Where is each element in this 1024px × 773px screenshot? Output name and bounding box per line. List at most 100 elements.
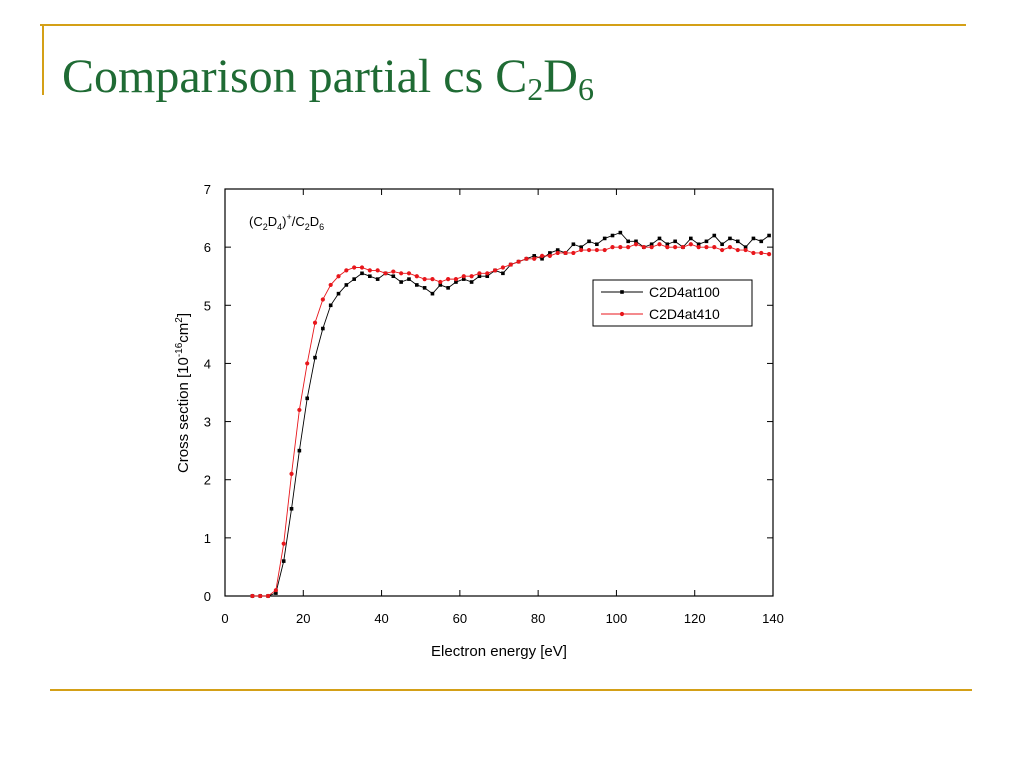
data-point bbox=[571, 242, 576, 247]
ann-sub: 2 bbox=[263, 222, 268, 232]
data-point bbox=[289, 471, 294, 476]
data-point bbox=[492, 268, 498, 273]
data-point bbox=[430, 277, 435, 282]
data-point bbox=[320, 297, 325, 302]
data-point bbox=[704, 245, 709, 250]
data-point bbox=[579, 247, 584, 253]
data-point bbox=[665, 245, 670, 250]
data-point bbox=[665, 242, 670, 247]
data-point bbox=[626, 239, 630, 244]
data-point bbox=[735, 239, 740, 244]
data-point bbox=[602, 236, 607, 241]
data-point bbox=[579, 245, 583, 249]
data-point bbox=[367, 268, 372, 273]
data-point bbox=[438, 279, 443, 285]
ann: D bbox=[268, 214, 277, 229]
data-point bbox=[555, 248, 560, 252]
data-point bbox=[336, 274, 341, 279]
ylab-sup: -16 bbox=[174, 342, 185, 357]
y-tick-label: 1 bbox=[204, 531, 211, 546]
data-point bbox=[540, 256, 544, 261]
data-point bbox=[712, 245, 717, 250]
data-point bbox=[321, 326, 325, 331]
data-point bbox=[391, 274, 396, 279]
ann: (C bbox=[249, 214, 263, 229]
data-point bbox=[539, 253, 545, 258]
data-point bbox=[328, 282, 333, 288]
data-point bbox=[336, 291, 341, 296]
data-point bbox=[407, 277, 411, 281]
data-point bbox=[368, 274, 372, 279]
ylab: Cross section [10 bbox=[175, 357, 192, 473]
data-point bbox=[477, 271, 482, 276]
data-point bbox=[312, 320, 318, 325]
data-point bbox=[618, 230, 623, 235]
data-point bbox=[602, 247, 607, 253]
data-point bbox=[399, 271, 404, 276]
data-point bbox=[743, 247, 748, 253]
data-point bbox=[594, 247, 599, 253]
ann-sup: + bbox=[286, 212, 291, 222]
data-point bbox=[414, 274, 419, 279]
data-point bbox=[751, 236, 756, 241]
data-point bbox=[383, 271, 388, 276]
x-tick-label: 120 bbox=[684, 611, 706, 626]
ann: D bbox=[310, 214, 319, 229]
legend-marker bbox=[619, 311, 625, 317]
data-point bbox=[524, 256, 529, 261]
ann: ) bbox=[282, 214, 286, 229]
y-tick-label: 3 bbox=[204, 415, 211, 430]
data-point bbox=[281, 559, 286, 563]
y-tick-label: 2 bbox=[204, 473, 211, 488]
data-point bbox=[430, 291, 435, 296]
data-point bbox=[477, 274, 482, 279]
ylab: ] bbox=[175, 313, 192, 317]
data-point bbox=[422, 277, 427, 282]
data-point bbox=[759, 239, 764, 244]
data-point bbox=[273, 588, 278, 593]
data-point bbox=[548, 251, 552, 255]
x-tick-label: 40 bbox=[374, 611, 388, 626]
data-point bbox=[352, 277, 356, 281]
data-point bbox=[610, 233, 615, 238]
data-point bbox=[359, 265, 365, 270]
title-sub: 6 bbox=[578, 71, 594, 107]
data-point bbox=[469, 274, 474, 279]
x-axis-label: Electron energy [eV] bbox=[431, 643, 567, 660]
title-sub: 2 bbox=[527, 71, 543, 107]
data-point bbox=[406, 271, 412, 276]
data-point bbox=[712, 233, 717, 238]
data-point bbox=[634, 239, 638, 244]
slide-title: Comparison partial cs C2D6 bbox=[62, 50, 594, 107]
y-tick-label: 6 bbox=[204, 240, 211, 255]
data-point bbox=[281, 541, 286, 546]
data-point bbox=[375, 277, 380, 281]
data-point bbox=[532, 256, 537, 261]
ylab-sup: 2 bbox=[174, 317, 185, 323]
title-part: Comparison partial cs C bbox=[62, 50, 527, 103]
data-point bbox=[735, 247, 740, 253]
data-point bbox=[728, 236, 732, 241]
data-point bbox=[610, 245, 615, 250]
data-point bbox=[446, 286, 450, 290]
data-point bbox=[727, 245, 733, 250]
legend-label: C2D4at410 bbox=[649, 306, 720, 322]
plot-frame bbox=[224, 188, 774, 597]
data-point bbox=[673, 245, 678, 250]
data-point bbox=[595, 242, 599, 247]
data-point bbox=[454, 280, 458, 284]
data-point bbox=[500, 265, 506, 270]
data-point bbox=[759, 250, 764, 256]
data-point bbox=[352, 265, 357, 270]
data-point bbox=[461, 277, 466, 281]
data-point bbox=[265, 593, 271, 599]
data-point bbox=[258, 593, 263, 599]
data-point bbox=[587, 239, 591, 244]
data-point bbox=[305, 396, 309, 401]
x-tick-label: 80 bbox=[531, 611, 545, 626]
data-point bbox=[766, 252, 772, 257]
data-point bbox=[328, 303, 333, 308]
x-tick-label: 60 bbox=[453, 611, 467, 626]
data-point bbox=[422, 286, 427, 290]
